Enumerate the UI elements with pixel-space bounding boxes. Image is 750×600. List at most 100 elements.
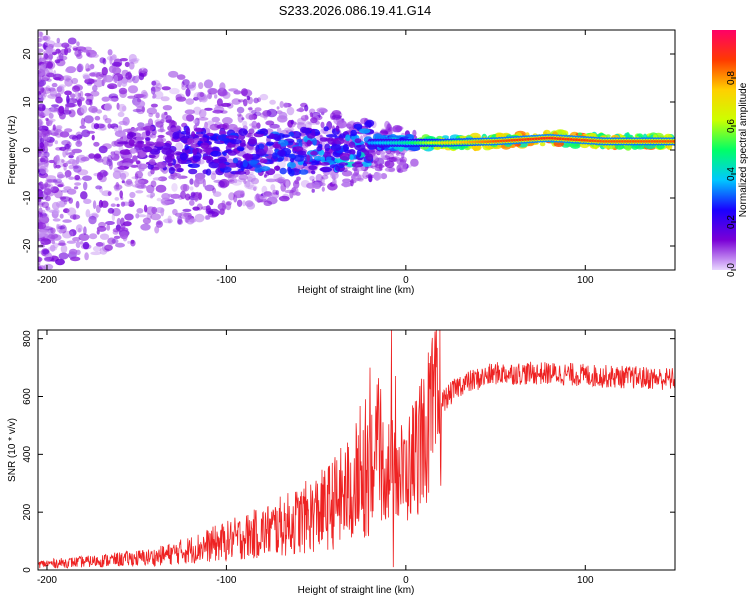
spectrogram-cell [68,151,76,156]
spectrogram-cell [59,131,70,138]
spectrogram-cell [204,121,208,130]
spectrogram-cell [184,144,189,151]
spectrogram-cell [233,178,238,184]
spectrogram-cell [247,160,259,165]
spectrogram-y-label: Frequency (Hz) [7,116,18,185]
spectrogram-cell [241,117,245,121]
spectrogram-cell [90,251,102,256]
spectrogram-cell [184,193,191,201]
spectrogram-cell [259,112,270,118]
spectrogram-cell [273,143,281,148]
spectrogram-cell [128,132,137,137]
spectrogram-cell [175,142,184,151]
spectrogram-cell [208,198,214,206]
spectrogram-cell [239,142,247,147]
spectrogram-cell [357,174,365,182]
colorbar-label: Normalized spectral amplitude [738,82,749,217]
spectrogram-cell [98,145,108,154]
spectrogram-cell [40,63,47,70]
spectrogram-cell [124,213,134,221]
y-tick-label: 0 [22,567,33,573]
spectrogram-cell [110,151,115,158]
colorbar-tick-label: 0.6 [726,119,737,133]
spectrogram-cell [38,31,44,37]
spectrogram-cell [41,209,46,215]
spectrogram-cell [68,154,74,159]
spectrogram-cell [129,191,136,199]
spectrogram-cell [246,176,253,182]
spectrogram-cell [71,77,79,85]
spectrogram-cell [169,87,180,95]
spectrogram-cell [137,122,145,128]
spectrogram-cell [38,48,44,53]
spectrogram-cell [113,150,121,156]
spectrogram-cell [319,137,328,142]
spectrogram-cell [228,88,239,92]
spectrogram-cell [66,207,77,217]
spectrogram-cell [121,180,125,184]
spectrogram-cell [204,215,210,220]
spectrogram-cell [193,96,199,101]
spectrogram-cell [351,162,364,168]
spectrogram-cell [202,148,213,153]
spectrogram-cell [185,215,195,225]
spectrogram-cell [132,108,143,113]
spectrogram-cell [45,206,51,211]
y-tick-label: -10 [22,190,33,205]
spectrogram-cell [45,46,53,55]
spectrogram-cell [96,158,104,163]
spectrogram-cell [342,144,349,152]
spectrogram-cell [85,68,91,72]
spectrogram-cell [112,170,122,180]
spectrogram-cell [73,165,82,173]
spectrogram-cell [257,97,261,103]
spectrogram-cell [164,111,168,116]
spectrogram-cell [126,178,133,185]
spectrogram-cell [69,214,81,220]
spectrogram-cell [227,162,239,168]
spectrogram-cell [68,176,75,180]
spectrogram-cell [38,129,48,138]
spectrogram-cell [259,158,268,164]
spectrogram-cell [135,75,140,82]
spectrogram-cell [324,143,331,152]
spectrogram-cell [202,156,214,161]
spectrogram-cell [94,115,101,121]
spectrogram-cell [130,239,135,244]
spectrogram-cell [182,208,192,212]
spectrogram-cell [319,162,330,166]
spectrogram-cell [217,134,230,142]
spectrogram-cell [127,240,131,244]
spectrogram-cell [186,114,195,122]
spectrogram-cell [155,83,162,89]
spectrogram-cell [182,113,191,121]
spectrogram-cell [51,201,60,210]
spectrogram-cell [316,146,323,152]
spectrogram-cell [243,98,248,107]
spectrogram-cell [319,167,332,172]
spectrogram-cell [152,95,156,99]
spectrogram-cell [96,172,104,181]
spectrogram-cell [349,149,356,156]
spectrogram-cell [265,178,277,183]
colorbar-tick-label: 0.2 [726,215,737,229]
spectrogram-cell [61,159,65,164]
spectrogram-cell [52,178,63,184]
spectrogram-cell [73,186,79,190]
spectrogram-cell [107,207,115,214]
spectrogram-cell [192,119,198,124]
spectrogram-cell [234,171,247,175]
spectrogram-cell [80,156,90,162]
spectrogram-cell [56,86,63,93]
spectrogram-cell [88,105,98,113]
spectrogram-cell [150,213,162,221]
spectrogram-cell [293,154,305,162]
spectrogram-cell [51,104,59,108]
spectrogram-cell [38,162,45,166]
spectrogram-cell [40,111,44,117]
spectrogram-cell [325,134,338,138]
y-tick-label: -20 [22,238,33,253]
spectrogram-cell [113,235,121,239]
